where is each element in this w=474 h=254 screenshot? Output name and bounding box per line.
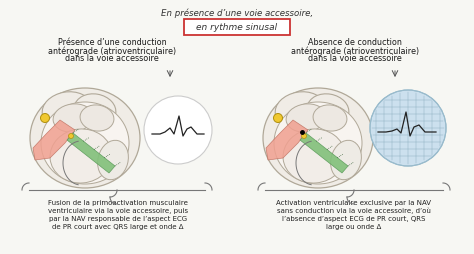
Ellipse shape bbox=[41, 102, 129, 184]
Text: Activation ventriculaire exclusive par la NAV: Activation ventriculaire exclusive par l… bbox=[276, 200, 431, 206]
Text: en rythme sinusal: en rythme sinusal bbox=[196, 23, 278, 31]
Text: large ou onde Δ: large ou onde Δ bbox=[327, 224, 382, 230]
Text: sans conduction via la voie accessoire, d’où: sans conduction via la voie accessoire, … bbox=[277, 208, 431, 214]
Ellipse shape bbox=[40, 114, 49, 122]
Ellipse shape bbox=[98, 140, 128, 180]
Ellipse shape bbox=[74, 94, 116, 126]
Ellipse shape bbox=[313, 105, 347, 131]
Text: par la NAV responsable de l’aspect ECG: par la NAV responsable de l’aspect ECG bbox=[49, 216, 187, 222]
Ellipse shape bbox=[30, 88, 140, 188]
Text: dans la voie accessoire: dans la voie accessoire bbox=[65, 54, 159, 63]
Ellipse shape bbox=[144, 96, 212, 164]
Text: En présence d’une voie accessoire,: En présence d’une voie accessoire, bbox=[161, 8, 313, 18]
Text: Présence d’une conduction: Présence d’une conduction bbox=[58, 38, 166, 47]
Text: Fusion de la primoactivation musculaire: Fusion de la primoactivation musculaire bbox=[48, 200, 188, 206]
FancyBboxPatch shape bbox=[184, 19, 290, 35]
Text: dans la voie accessoire: dans la voie accessoire bbox=[308, 54, 402, 63]
Ellipse shape bbox=[274, 102, 362, 184]
Ellipse shape bbox=[301, 134, 307, 138]
Ellipse shape bbox=[53, 104, 93, 132]
Text: antérograde (atrioventriculaire): antérograde (atrioventriculaire) bbox=[291, 46, 419, 56]
Polygon shape bbox=[67, 133, 115, 173]
Ellipse shape bbox=[42, 92, 92, 128]
Polygon shape bbox=[33, 120, 75, 160]
Ellipse shape bbox=[263, 88, 373, 188]
Ellipse shape bbox=[307, 94, 349, 126]
Text: l’absence d’aspect ECG de PR court, QRS: l’absence d’aspect ECG de PR court, QRS bbox=[283, 216, 426, 222]
Ellipse shape bbox=[286, 104, 326, 132]
Polygon shape bbox=[266, 120, 308, 160]
Ellipse shape bbox=[80, 105, 114, 131]
Ellipse shape bbox=[69, 134, 73, 138]
Text: ventriculaire via la voie accessoire, puis: ventriculaire via la voie accessoire, pu… bbox=[48, 208, 188, 214]
Text: de PR court avec QRS large et onde Δ: de PR court avec QRS large et onde Δ bbox=[52, 224, 184, 230]
Text: Absence de conduction: Absence de conduction bbox=[308, 38, 402, 47]
Ellipse shape bbox=[283, 129, 345, 183]
Ellipse shape bbox=[275, 92, 325, 128]
Ellipse shape bbox=[330, 140, 361, 180]
Text: antérograde (atrioventriculaire): antérograde (atrioventriculaire) bbox=[48, 46, 176, 56]
Ellipse shape bbox=[370, 90, 446, 166]
Ellipse shape bbox=[50, 129, 112, 183]
Polygon shape bbox=[300, 133, 348, 173]
Ellipse shape bbox=[273, 114, 283, 122]
